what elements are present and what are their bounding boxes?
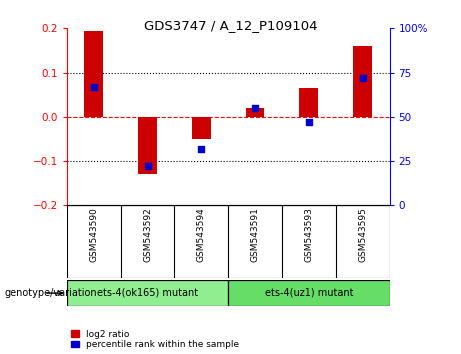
Bar — [246, 108, 265, 117]
Bar — [192, 117, 211, 139]
Bar — [300, 88, 318, 117]
Point — [305, 119, 313, 125]
Bar — [84, 30, 103, 117]
FancyBboxPatch shape — [228, 280, 390, 306]
Bar — [138, 117, 157, 175]
FancyBboxPatch shape — [67, 280, 228, 306]
Text: GDS3747 / A_12_P109104: GDS3747 / A_12_P109104 — [144, 19, 317, 33]
Point — [251, 105, 259, 111]
Text: GSM543590: GSM543590 — [89, 207, 98, 262]
Text: GSM543591: GSM543591 — [251, 207, 260, 262]
Text: GSM543594: GSM543594 — [197, 207, 206, 262]
Text: ets-4(uz1) mutant: ets-4(uz1) mutant — [265, 288, 353, 298]
Text: GSM543595: GSM543595 — [358, 207, 367, 262]
Legend: log2 ratio, percentile rank within the sample: log2 ratio, percentile rank within the s… — [71, 330, 239, 349]
Point — [198, 146, 205, 152]
Text: GSM543593: GSM543593 — [304, 207, 313, 262]
Point — [90, 84, 97, 90]
Text: ets-4(ok165) mutant: ets-4(ok165) mutant — [97, 288, 198, 298]
Point — [144, 164, 151, 169]
Point — [359, 75, 366, 81]
Text: genotype/variation: genotype/variation — [5, 288, 97, 298]
Bar — [353, 46, 372, 117]
Text: GSM543592: GSM543592 — [143, 207, 152, 262]
